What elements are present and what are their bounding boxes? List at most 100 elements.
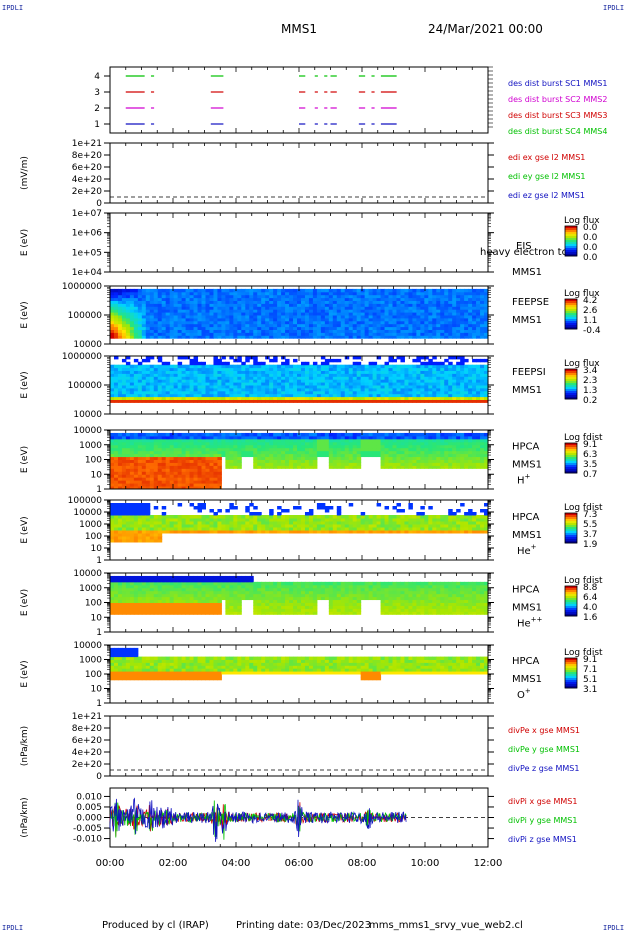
feeps-e-panel-cell (225, 315, 230, 319)
feeps-i-panel-cell (181, 385, 187, 389)
feeps-i-panel-cell (332, 390, 338, 395)
feeps-e-panel-cell (293, 315, 298, 319)
feeps-i-panel-cell (332, 370, 338, 374)
feeps-e-panel-cell (472, 335, 477, 339)
feeps-e-panel-cell (265, 332, 270, 336)
feeps-e-panel-cell (300, 297, 306, 301)
feeps-i-panel-cell (233, 399, 238, 403)
feeps-e-panel-cell (241, 309, 246, 313)
hpca-h-panel-cell (133, 486, 139, 490)
feeps-e-panel-cell (352, 332, 358, 336)
feeps-i-panel-cell (241, 399, 246, 403)
feeps-i-panel-cell (444, 367, 449, 371)
feeps-i-panel-cell (312, 379, 318, 383)
feeps-e-panel-cell (444, 326, 449, 330)
feeps-e-panel-cell (229, 288, 234, 293)
hpca-h-panel-cell (336, 432, 342, 437)
feeps-e-panel-cell (237, 297, 242, 301)
feeps-e-panel-cell (261, 288, 266, 293)
feeps-i-panel-cell (484, 376, 489, 380)
hpca-h-panel-cell (149, 486, 155, 490)
feeps-e-panel-cell (316, 320, 322, 325)
feeps-i-panel-cell (237, 396, 242, 400)
feeps-e-panel-cell (197, 320, 203, 325)
hpca-h-panel-cell (412, 444, 417, 449)
feeps-e-panel-cell (241, 294, 246, 299)
hpca-h-panel-cell (253, 444, 258, 449)
feeps-e-panel-cell (476, 320, 481, 325)
feeps-e-panel-cell (249, 320, 254, 325)
feeps-i-panel-cell (233, 393, 238, 398)
hpca-h-panel-cell (129, 462, 135, 466)
feeps-e-panel-cell (448, 297, 453, 301)
hpca-h-panel-cell (440, 462, 445, 466)
feeps-i-panel-cell (177, 356, 183, 360)
feeps-e-panel-cell (372, 312, 378, 316)
feeps-e-panel-cell (173, 312, 179, 316)
feeps-e-panel-cell (300, 329, 306, 333)
hpca-h-panel-cell (253, 450, 258, 455)
feeps-e-panel-cell (360, 309, 366, 313)
hpca-h-panel-cell (476, 453, 481, 458)
feeps-e-panel-cell (328, 288, 334, 293)
feeps-e-panel-cell (456, 297, 461, 301)
feeps-e-panel-cell (285, 303, 290, 307)
feeps-e-panel-cell (448, 335, 453, 339)
hpca-h-panel-cell (233, 462, 238, 466)
feeps-i-panel-cell (245, 358, 250, 363)
hpca-h-panel-cell (480, 444, 485, 449)
feeps-i-panel-cell (157, 364, 163, 369)
feeps-e-panel-cell (125, 288, 131, 293)
feeps-e-panel-cell (424, 309, 429, 313)
feeps-e-panel-cell (161, 303, 167, 307)
feeps-e-panel-cell (137, 326, 143, 330)
feeps-i-panel-cell (273, 364, 278, 369)
hpca-h-panel-cell (304, 438, 310, 443)
feeps-e-panel-cell (245, 320, 250, 325)
feeps-e-panel-cell (165, 323, 171, 328)
feeps-i-panel-cell (213, 390, 218, 395)
feeps-i-panel-cell (416, 370, 421, 374)
feeps-i-panel-cell (165, 390, 171, 395)
hpca-h-panel-cell (153, 480, 159, 484)
feeps-e-panel-cell (145, 303, 151, 307)
eis-panel-colorbar-tick-label: 0.0 (583, 223, 598, 233)
feeps-e-panel-cell (161, 329, 167, 333)
feeps-e-panel-cell (388, 297, 394, 301)
feeps-e-panel-cell (452, 323, 457, 328)
hpca-h-panel-cell (225, 450, 230, 455)
hpca-h-panel-cell (304, 453, 310, 458)
feeps-e-panel-cell (261, 320, 266, 325)
feeps-e-panel-cell (133, 312, 139, 316)
hpca-h-panel-cell (324, 438, 330, 443)
feeps-e-panel-cell (332, 306, 338, 310)
feeps-e-panel-cell (464, 291, 469, 296)
hpca-h-panel-cell (428, 465, 433, 469)
feeps-i-panel-cell (225, 385, 230, 389)
feeps-e-panel-cell (213, 288, 218, 293)
hpca-h-panel-cell (165, 465, 171, 469)
hpca-h-panel-cell (392, 453, 397, 458)
feeps-e-panel-cell (149, 300, 155, 304)
feeps-e-panel-cell (257, 312, 262, 316)
feeps-i-panel-cell (412, 390, 417, 395)
feeps-e-panel-cell (157, 332, 163, 336)
feeps-e-panel-cell (181, 309, 187, 313)
feeps-e-panel-cell (336, 309, 342, 313)
feeps-i-panel-cell (364, 379, 370, 383)
feeps-i-panel-cell (201, 399, 206, 403)
hpca-h-panel-cell (189, 480, 195, 484)
feeps-e-panel-cell (125, 335, 131, 339)
feeps-i-panel-cell (277, 390, 282, 395)
feeps-i-panel-cell (388, 385, 394, 389)
feeps-i-panel-cell (205, 385, 210, 389)
feeps-e-panel-cell (229, 329, 234, 333)
feeps-e-panel-cell (161, 297, 167, 301)
feeps-e-panel-cell (205, 309, 210, 313)
feeps-e-panel-cell (157, 317, 163, 322)
feeps-i-panel-cell (412, 387, 417, 392)
hpca-h-panel-cell (113, 477, 119, 481)
des-dist-burst-panel-legend-entry: des dist burst SC4 MMS4 (508, 127, 607, 136)
feeps-e-panel-cell (221, 297, 226, 301)
feeps-i-panel-cell (416, 373, 421, 377)
